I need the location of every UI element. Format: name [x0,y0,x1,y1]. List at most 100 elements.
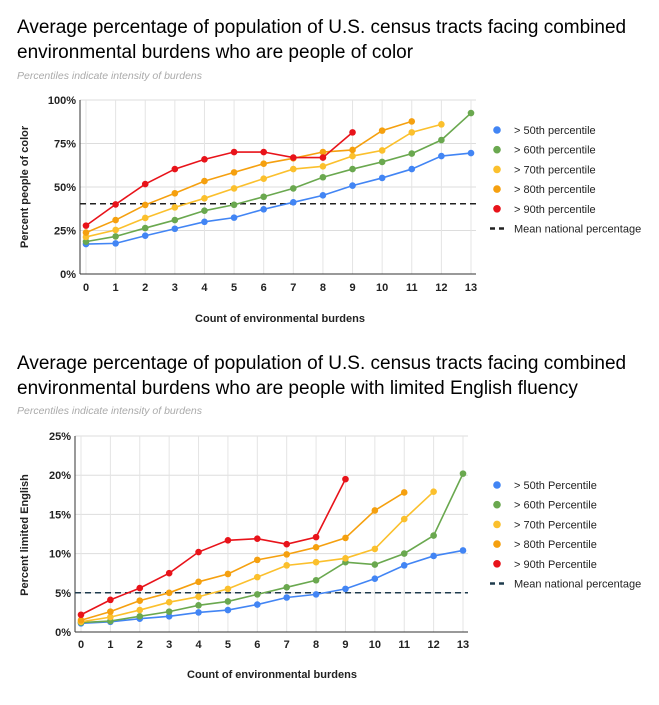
series-line [80,491,405,622]
data-point [430,488,437,495]
data-point [467,109,475,117]
data-point [165,608,173,615]
data-point [283,540,290,548]
chart-limited-english: Average percentage of population of U.S.… [17,353,641,681]
legend-label: > 80th Percentile [514,539,597,551]
data-point [195,609,202,616]
data-point [283,594,290,601]
data-point [371,575,379,582]
series-4 [77,489,408,624]
x-tick-label: 1 [107,639,113,651]
x-tick-label: 13 [457,639,469,651]
chart-title-line-2: environmental burdens who are people of … [17,42,414,63]
x-tick-label: 3 [166,639,172,651]
data-point [141,180,149,188]
data-point [195,602,202,609]
data-point [290,185,297,192]
series-1 [82,149,475,248]
x-tick-label: 11 [398,639,410,651]
data-point [260,193,267,201]
data-point [290,199,297,206]
legend-marker [493,205,501,213]
x-tick-label: 9 [349,282,355,294]
data-point [312,533,320,541]
data-point [224,606,232,614]
legend-marker [493,540,501,548]
x-tick-label: 3 [172,282,178,294]
legend-marker [493,520,501,529]
data-point [107,608,114,615]
legend-label: > 60th Percentile [514,500,597,512]
y-axis-title: Percent limited English [19,474,31,596]
x-tick-label: 6 [254,639,260,651]
data-point [171,165,179,173]
data-point [112,233,119,240]
chart-subtitle: Percentiles indicate intensity of burden… [17,70,203,82]
y-tick-label: 10% [49,549,71,561]
y-tick-label: 20% [49,470,71,482]
data-point [260,160,267,167]
x-axis-title: Count of environmental burdens [187,669,357,681]
data-point [230,185,238,192]
data-point [312,558,320,566]
data-point [312,576,320,584]
legend-marker [493,126,501,134]
chart-title-line-1: Average percentage of population of U.S.… [17,17,626,38]
data-point [283,584,290,591]
data-point [201,195,208,202]
data-point [112,240,119,247]
series-4 [82,118,416,236]
data-point [349,129,356,136]
legend-label: Mean national percentage [514,579,641,591]
x-tick-label: 5 [231,282,237,294]
x-tick-label: 1 [113,282,119,294]
data-point [290,165,297,173]
x-tick-label: 8 [313,639,319,651]
x-tick-label: 10 [369,639,381,651]
data-point [342,534,349,542]
data-point [400,515,408,523]
data-point [342,585,349,593]
x-tick-label: 12 [435,282,447,294]
series-line [80,549,464,625]
x-tick-label: 8 [320,282,326,294]
data-point [77,611,85,619]
series-line [80,473,464,624]
chart-title-line-2: environmental burdens who are people wit… [17,378,578,399]
data-point [141,201,149,209]
data-point [171,216,179,224]
data-point [342,555,349,562]
data-point [349,146,356,154]
data-point [430,532,437,539]
chart-subtitle: Percentiles indicate intensity of burden… [17,405,203,417]
x-tick-label: 2 [137,639,143,651]
data-point [224,598,232,605]
data-point [165,613,173,620]
data-point [141,214,149,222]
data-point [195,593,202,601]
data-point [349,182,356,189]
data-point [319,154,327,161]
data-point [260,205,267,213]
data-point [378,174,386,182]
data-point [171,189,179,197]
legend-label: > 60th percentile [514,145,596,157]
data-point [312,544,320,551]
data-point [378,147,386,154]
data-point [349,165,356,173]
data-point [112,216,119,224]
data-point [165,569,173,577]
data-point [254,556,261,564]
data-point [82,222,90,229]
data-point [224,536,232,544]
data-point [136,597,144,604]
data-point [408,150,416,157]
data-point [378,127,386,134]
data-point [400,550,408,557]
data-point [195,578,202,586]
x-axis-title: Count of environmental burdens [195,313,365,325]
data-point [438,152,445,160]
data-point [136,613,144,620]
data-point [201,218,208,226]
